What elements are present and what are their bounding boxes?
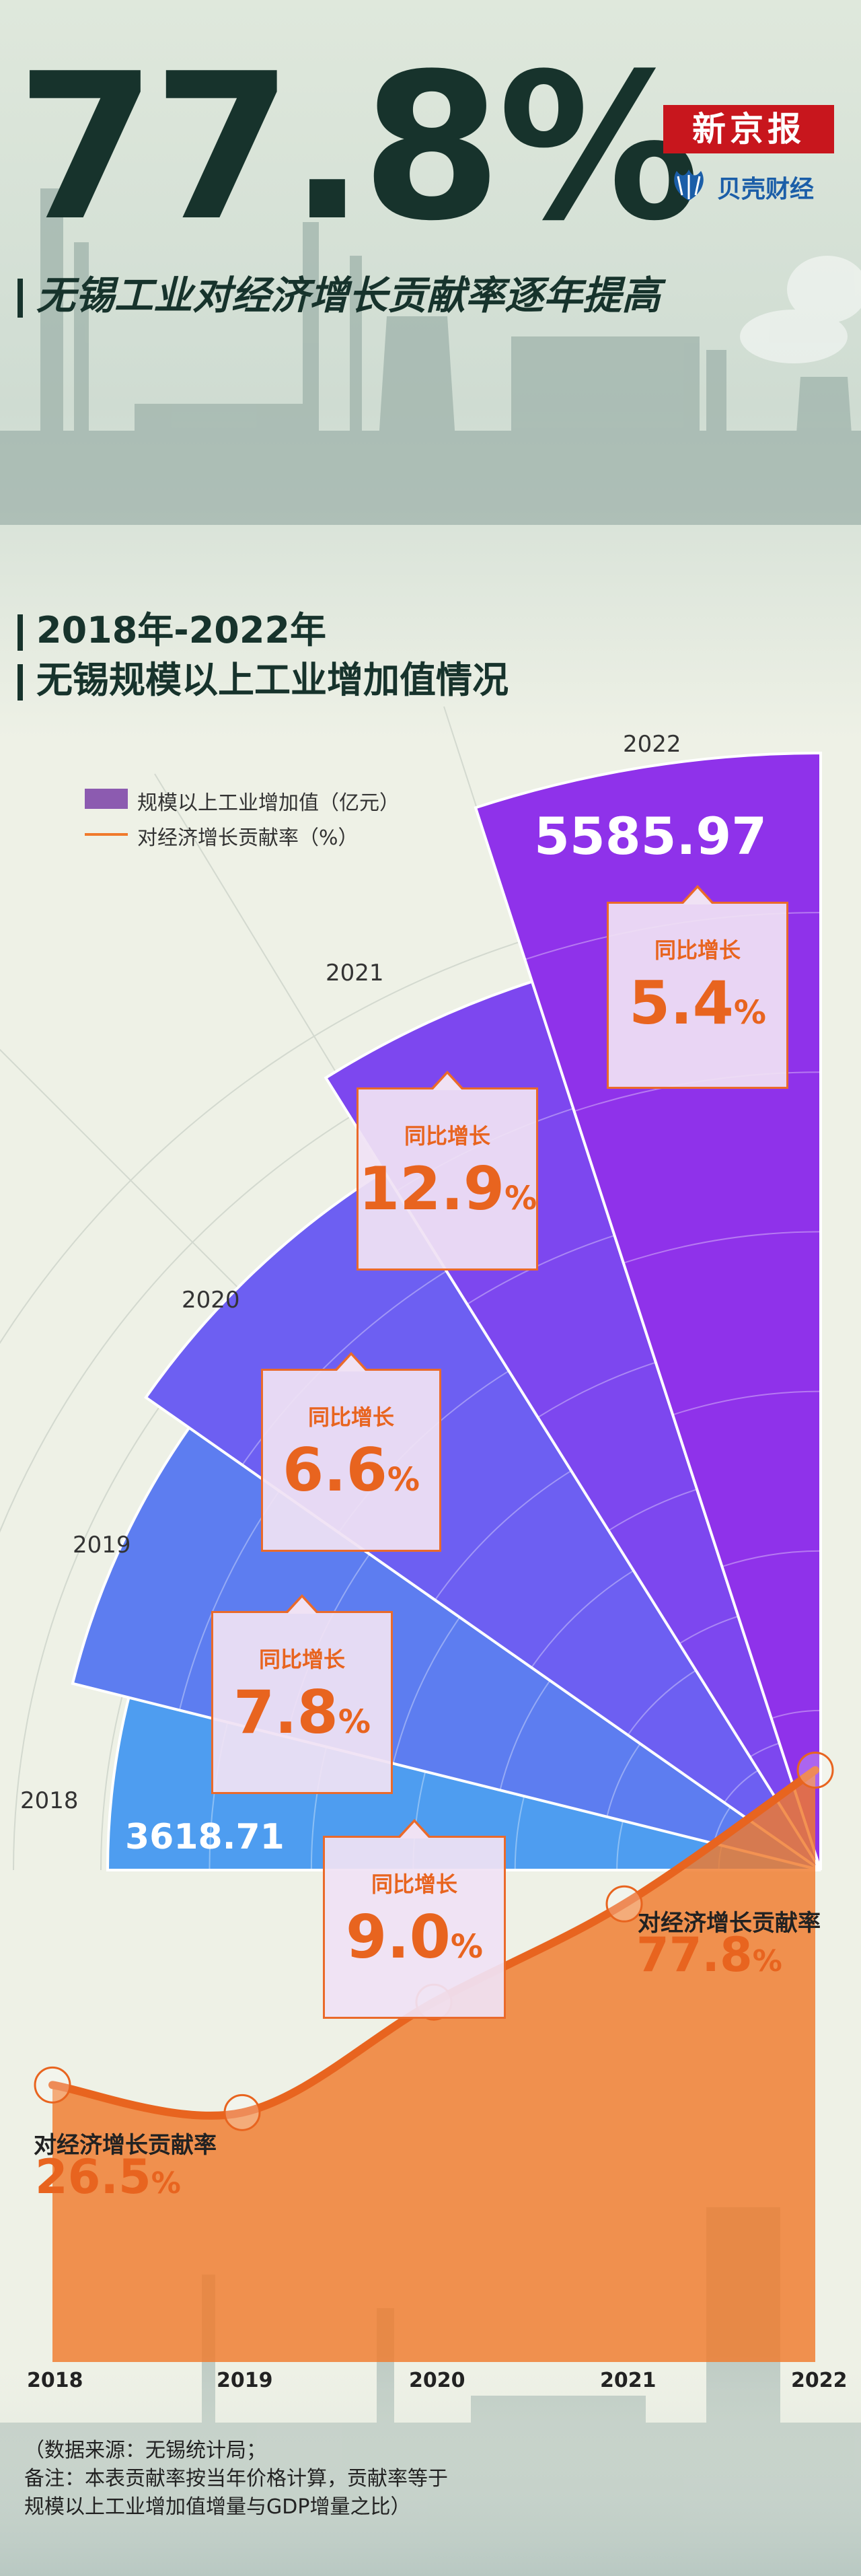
yoy-2019: 7.8: [233, 1678, 338, 1747]
yoy-2020: 6.6: [283, 1435, 387, 1505]
bar-grid-arc: [616, 1820, 624, 1871]
callout-value: 5.4%: [629, 968, 766, 1038]
callout-label: 同比增长: [654, 937, 741, 963]
brand-logo: 新京报: [663, 105, 834, 153]
year-label-2021: 2021: [326, 960, 384, 987]
brand-sub-text: 贝壳财经: [717, 176, 815, 203]
bar-grid-arc: [679, 1615, 739, 1645]
year-label-2020: 2020: [182, 1287, 240, 1314]
year-label-2018: 2018: [20, 1787, 79, 1814]
section-title-line2: 无锡规模以上工业增加值情况: [17, 650, 509, 703]
callout-label: 同比增长: [404, 1123, 490, 1149]
yoy-2022: 5.4: [629, 968, 734, 1038]
bar-grid-arc: [623, 1231, 821, 1264]
callout-2021: 同比增长 12.9%: [357, 1071, 538, 1271]
callout-label: 同比增长: [371, 1871, 457, 1897]
line-point-2022: [796, 1751, 834, 1789]
bar-grid-arc: [606, 1743, 641, 1818]
callout-label: 同比增长: [258, 1647, 345, 1672]
callout-2020: 同比增长 6.6%: [261, 1352, 441, 1552]
bar-2019: [71, 1425, 822, 1871]
subtitle-text: 无锡工业对经济增长贡献率逐年提高: [36, 273, 661, 318]
bar-grid-arc: [466, 1234, 615, 1305]
subtitle: 无锡工业对经济增长贡献率逐年提高: [17, 264, 661, 320]
section-title-years: 2018年-2022年: [36, 609, 326, 651]
headline-value: 77.8%: [16, 30, 700, 265]
bar-value-2018: 3618.71: [125, 1817, 285, 1857]
yoy-2018: 9.0: [346, 1902, 451, 1972]
line-annotation-value-2022: 77.8%: [636, 1927, 782, 1982]
section-title-line1: 2018年-2022年: [17, 600, 326, 653]
year-label-2019: 2019: [73, 1532, 131, 1559]
bar-grid-arc: [499, 1680, 551, 1791]
callout-2018: 同比增长 9.0%: [323, 1819, 506, 2019]
section-title-text: 无锡规模以上工业增加值情况: [36, 659, 509, 701]
bar-value-2022: 5585.97: [534, 806, 768, 866]
bar-grid-arc: [771, 1709, 821, 1719]
callout-value: 7.8%: [233, 1678, 371, 1747]
footnote-note: 备注：本表贡献率按当年价格计算，贡献率等于: [24, 2467, 448, 2491]
bar-grid-arc: [531, 1570, 634, 1668]
line-point-2019: [223, 2094, 261, 2131]
bar-grid-arc: [434, 1470, 572, 1601]
line-annotation-label-2022: 对经济增长贡献率: [638, 1910, 821, 1937]
bar-grid-arc: [723, 1769, 759, 1803]
line-annotation-value-2018: 26.5%: [35, 2149, 181, 2205]
x-label-2022: 2022: [791, 2369, 848, 2392]
bar-grid-arc: [627, 1670, 697, 1736]
callout-2022: 同比增长 5.4%: [607, 885, 788, 1089]
legend-line-label: 对经济增长贡献率（%）: [137, 826, 359, 850]
legend-bar-label: 规模以上工业增加值（亿元）: [137, 791, 400, 815]
legend-bar-swatch: [85, 789, 128, 809]
bar-grid-arc: [514, 1795, 525, 1871]
callout-value: 12.9%: [359, 1154, 537, 1223]
factory-skyline-top: [0, 188, 861, 525]
shell-icon: [674, 170, 704, 201]
x-label-2018: 2018: [27, 2369, 83, 2392]
yoy-2021: 12.9: [359, 1154, 505, 1223]
callout-2019: 同比增长 7.8%: [211, 1594, 393, 1794]
legend-line-swatch: [85, 833, 128, 836]
bar-grid-arc: [392, 1616, 461, 1764]
line-point-2021: [605, 1885, 643, 1923]
callout-value: 9.0%: [346, 1902, 483, 1972]
line-point-2018: [34, 2066, 71, 2104]
bar-grid-arc: [537, 1361, 657, 1419]
brand-sub-logo: 贝壳财经: [669, 166, 834, 205]
callout-value: 6.6%: [283, 1435, 420, 1505]
bar-grid-arc: [608, 1489, 698, 1532]
bar-grid-arc: [672, 1390, 821, 1416]
x-label-2019: 2019: [217, 2369, 273, 2392]
x-label-2021: 2021: [600, 2369, 657, 2392]
footnote-source: （数据来源：无锡统计局；: [24, 2439, 266, 2462]
bar-grid-arc: [722, 1550, 821, 1567]
line-area-fill: [52, 1770, 815, 2362]
year-label-2022: 2022: [623, 731, 681, 758]
footnote-note-cont: 规模以上工业增加值增量与GDP增量之比）: [24, 2495, 411, 2519]
line-annotation-label-2018: 对经济增长贡献率: [34, 2132, 217, 2159]
callout-label: 同比增长: [307, 1404, 394, 1430]
x-label-2020: 2020: [409, 2369, 465, 2392]
